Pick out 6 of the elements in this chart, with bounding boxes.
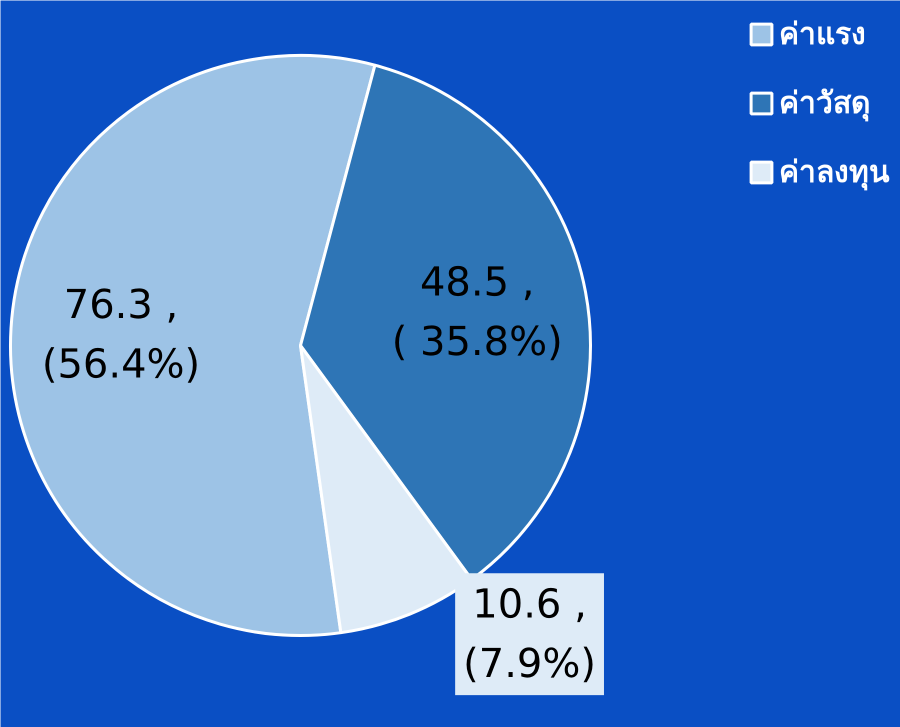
data-label: 10.6 , (7.9%)	[463, 581, 596, 688]
legend-label: ค่าแรง	[779, 16, 866, 54]
legend-label: ค่าลงทุน	[779, 154, 890, 192]
data-label: 48.5 , ( 35.8%)	[392, 259, 563, 366]
data-label: 76.3 , (56.4%)	[42, 282, 200, 388]
legend-label: ค่าวัสดุ	[779, 85, 870, 124]
